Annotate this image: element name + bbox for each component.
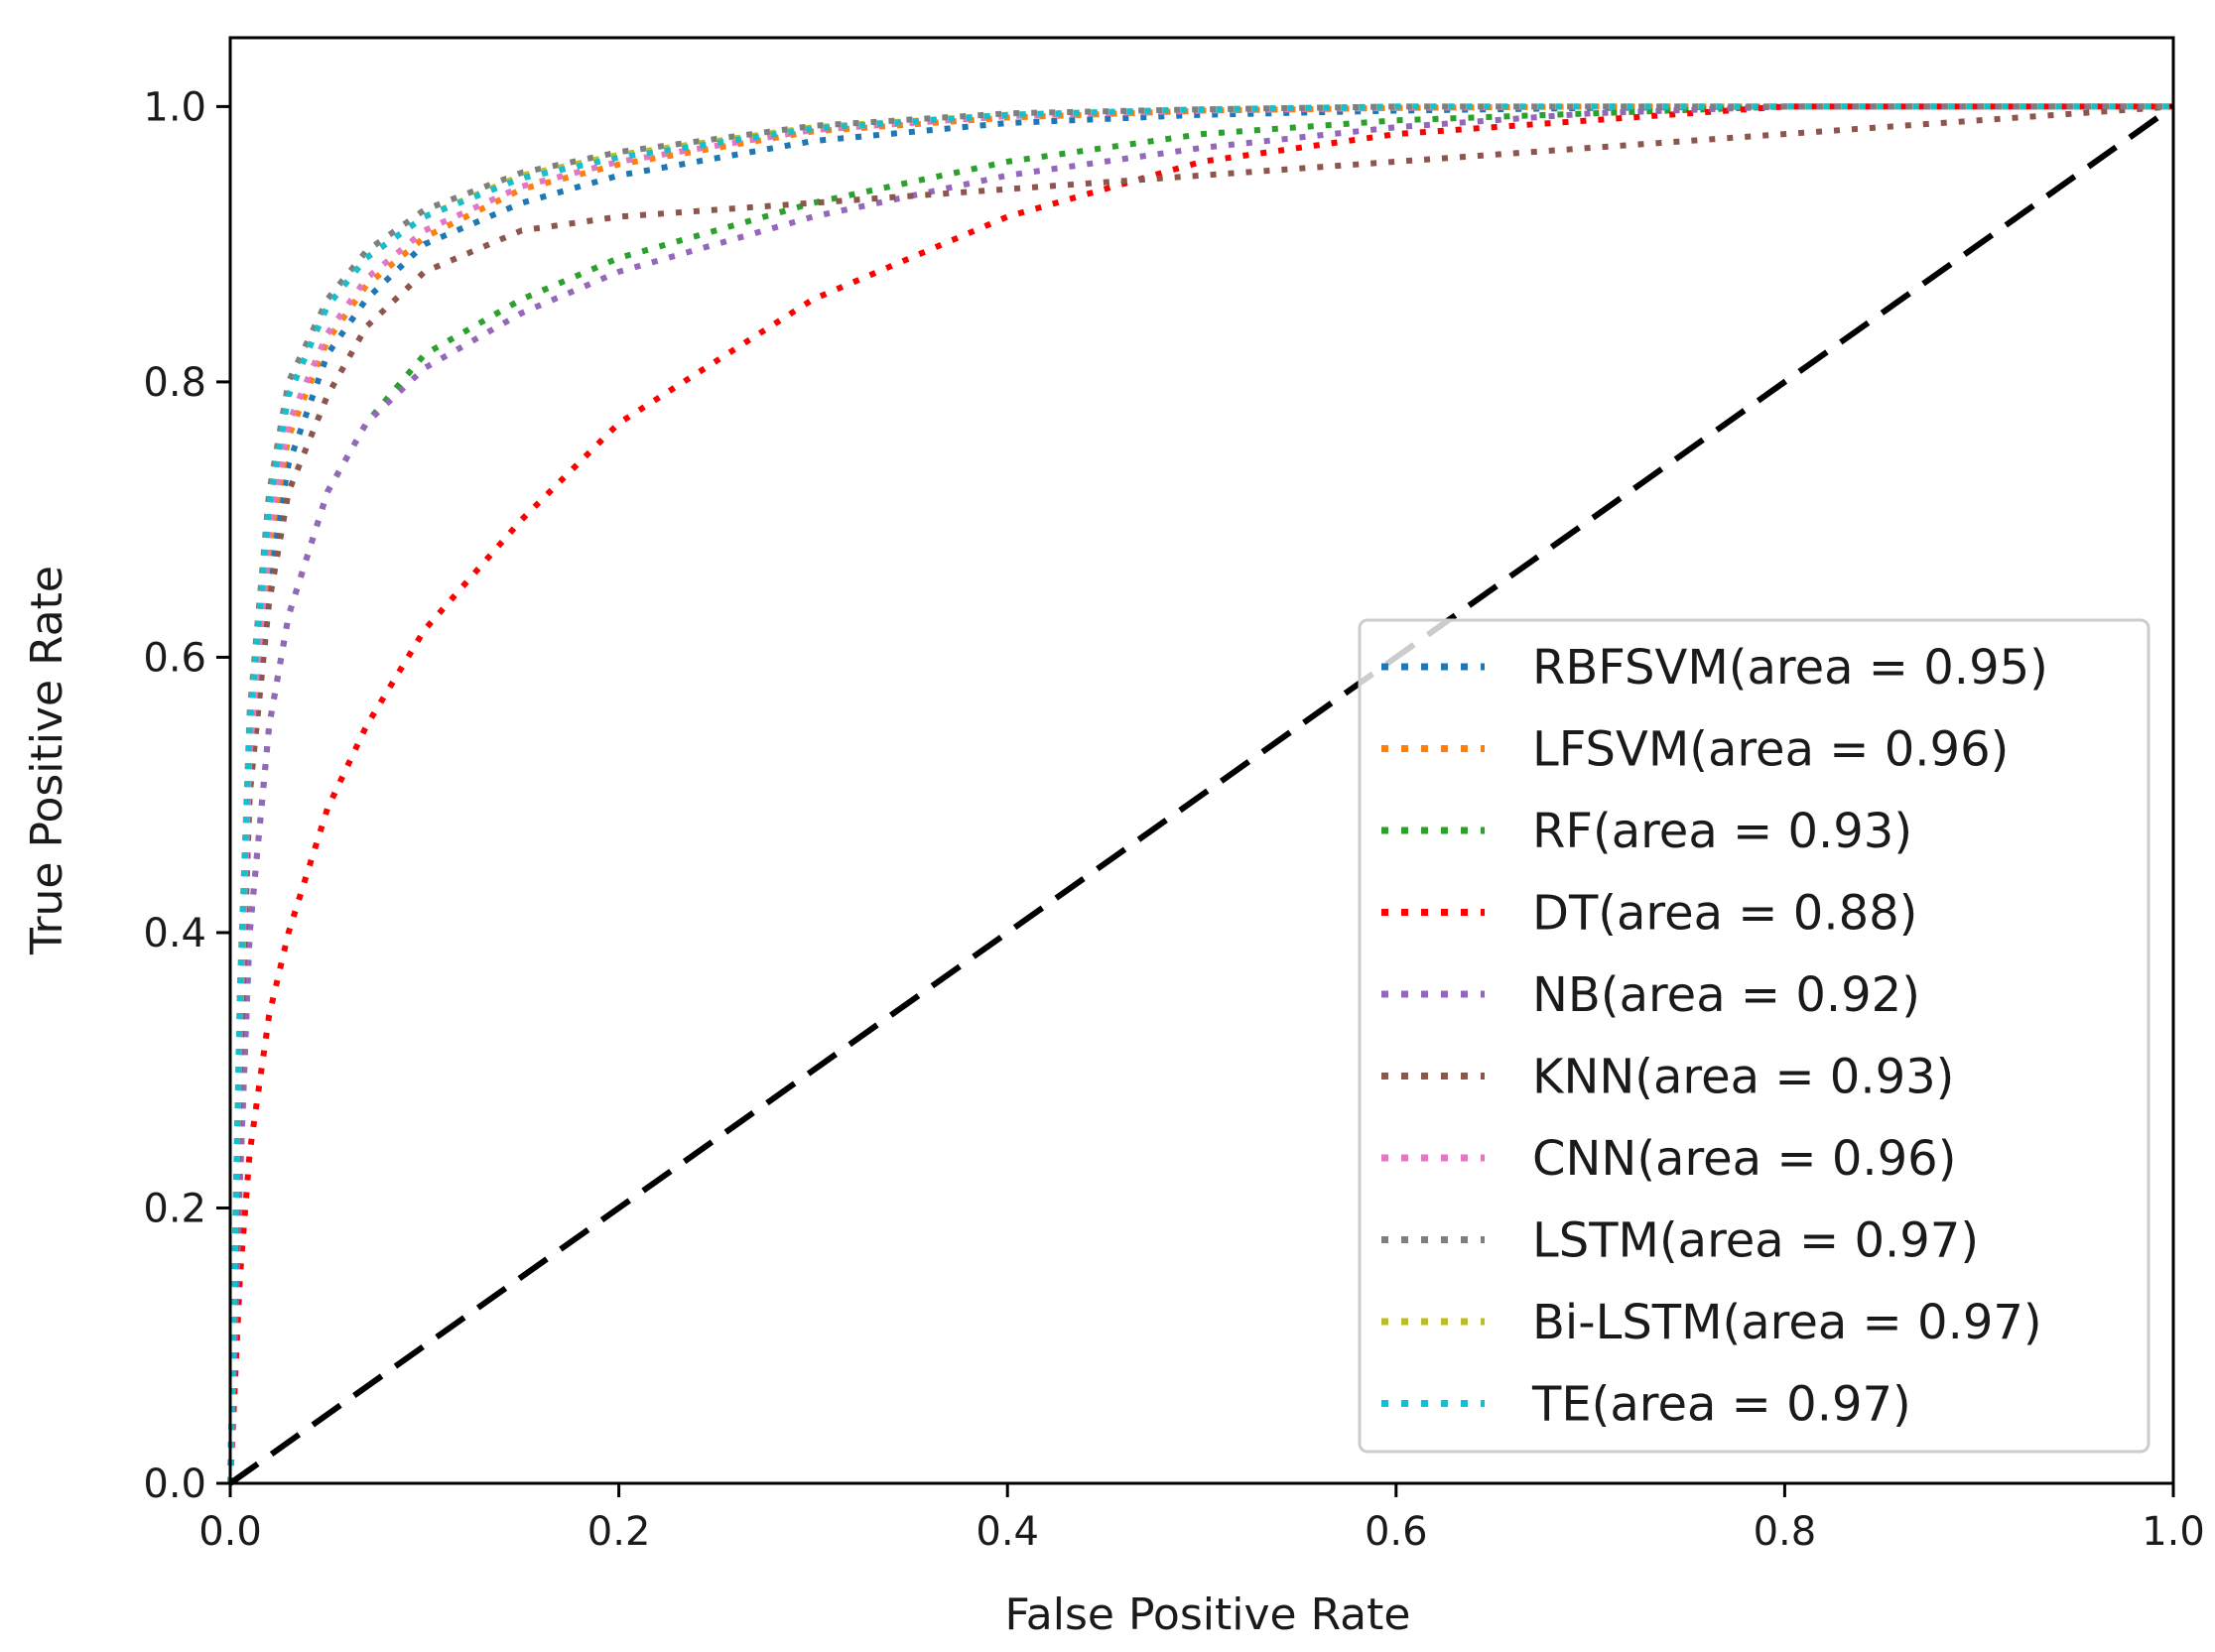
y-tick-label: 0.8	[143, 360, 206, 406]
y-tick-label: 0.2	[143, 1186, 206, 1231]
legend-label-te: TE(area = 0.97)	[1531, 1377, 1911, 1433]
roc-curve-nb	[227, 103, 2173, 1484]
legend-label-rbfsvm: RBFSVM(area = 0.95)	[1532, 640, 2048, 696]
y-tick-label: 0.6	[143, 635, 206, 681]
legend-box	[1358, 618, 2150, 1454]
axis-ticks: 0.0 0.2 0.4 0.6 0.8 1.0 0.0 0.2 0.4 0.6 0.8 1.0	[143, 84, 2204, 1555]
legend-label-dt: DT(area = 0.88)	[1532, 886, 1917, 942]
x-axis-title: False Positive Rate	[1005, 1589, 1411, 1640]
roc-curve-dt	[227, 103, 2173, 1484]
legend-label-nb: NB(area = 0.92)	[1532, 967, 1920, 1023]
y-tick-label: 0.4	[143, 911, 206, 956]
y-axis-title: True Positive Rate	[22, 566, 72, 955]
legend-label-cnn: CNN(area = 0.96)	[1532, 1131, 1956, 1187]
legend-label-knn: KNN(area = 0.93)	[1532, 1050, 1954, 1105]
legend-label-lstm: LSTM(area = 0.97)	[1532, 1213, 1979, 1269]
x-tick-label: 1.0	[2142, 1509, 2205, 1555]
legend-label-lfsvm: LFSVM(area = 0.96)	[1532, 722, 2009, 778]
x-tick-label: 0.8	[1754, 1509, 1817, 1555]
roc-curve-lstm	[227, 103, 2173, 1484]
roc-curve-knn	[227, 103, 2174, 1484]
legend-label-bi-lstm: Bi-LSTM(area = 0.97)	[1532, 1295, 2042, 1350]
legend-label-rf: RF(area = 0.93)	[1532, 804, 1912, 859]
y-tick-label: 0.0	[143, 1461, 206, 1507]
axes-frame	[228, 36, 2175, 1485]
x-tick-label: 0.4	[976, 1509, 1039, 1555]
legend-items: RBFSVM(area = 0.95) LFSVM(area = 0.96) RF(…	[1381, 640, 2048, 1433]
chance-diagonal-line	[228, 103, 2175, 1486]
roc-curves	[227, 103, 2175, 1486]
x-tick-label: 0.0	[198, 1509, 262, 1555]
x-tick-label: 0.2	[587, 1509, 651, 1555]
y-tick-label: 1.0	[143, 84, 206, 130]
legend: RBFSVM(area = 0.95) LFSVM(area = 0.96) RF(…	[1358, 618, 2150, 1454]
x-tick-label: 0.6	[1365, 1509, 1428, 1555]
